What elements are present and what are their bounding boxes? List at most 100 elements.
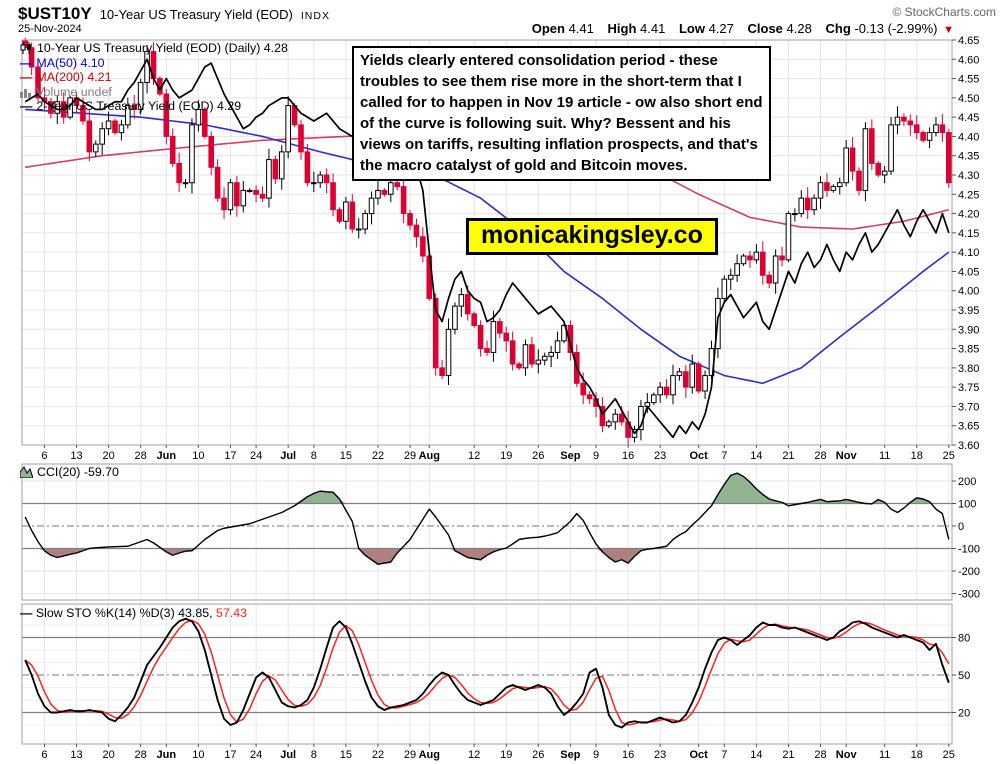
candle-body (740, 255, 747, 265)
ma200-swatch: — (20, 70, 33, 85)
candle-body (189, 124, 195, 184)
legend-row-ma200[interactable]: — MA(200) 4.21 (20, 70, 288, 85)
legend-row-ma50[interactable]: — MA(50) 4.10 (20, 56, 288, 71)
x-tick-label: 12 (468, 450, 480, 462)
y-tick-label: 3.90 (958, 324, 979, 336)
volume-bars-icon (20, 88, 31, 98)
y-tick-label: 4.15 (958, 228, 979, 240)
x-tick-label: Jul (280, 450, 296, 462)
x-tick-label: 17 (224, 749, 236, 761)
y-tick-label: 4.45 (958, 112, 979, 124)
candle-body (811, 197, 817, 211)
candle-body (323, 174, 330, 184)
y-tick-label: 4.30 (958, 170, 979, 182)
x-tick-label: 10 (192, 749, 204, 761)
candle-body (80, 105, 86, 122)
low-label: Low (678, 21, 705, 36)
cci-legend[interactable]: CCI(20) -59.70 (20, 465, 119, 479)
sto-k-line (24, 617, 950, 729)
candle-body (862, 128, 869, 191)
x-tick-label: 22 (372, 749, 384, 761)
candle-body (695, 363, 702, 392)
candle-body (869, 128, 875, 164)
x-tick-label: 29 (404, 749, 416, 761)
candle-body (118, 124, 125, 134)
high-value: 4.41 (640, 21, 666, 36)
symbol: $UST10Y (18, 4, 92, 23)
chg-value: -0.13 (-2.99%) (854, 21, 938, 36)
legend-ma200-label: MA(200) 4.21 (36, 70, 112, 85)
candle-body (413, 224, 420, 238)
candle-body (458, 294, 465, 307)
x-tick-label: 16 (622, 450, 634, 462)
x-tick-label: 22 (372, 450, 384, 462)
candle-body (913, 124, 920, 134)
y-tick-label: 3.65 (958, 421, 979, 433)
legend-row-price[interactable]: 10-Year US Treasury Yield (EOD) (Daily) … (20, 41, 288, 56)
annotation-box[interactable]: Yields clearly entered consolidation per… (352, 46, 771, 181)
candle-body (131, 105, 138, 110)
x-tick-label: 24 (250, 749, 262, 761)
candle-body (169, 135, 176, 164)
candle-body (432, 297, 439, 369)
legend-row-2yr[interactable]: — 2-Year US Treasury Yield (EOD) 4.29 (20, 99, 288, 114)
candle-body (836, 182, 843, 188)
x-tick-label: 13 (70, 749, 82, 761)
ma50-swatch: — (20, 55, 33, 70)
candle-body (304, 151, 311, 184)
candle-body (266, 159, 272, 199)
candle-body (381, 189, 388, 195)
candle-body (407, 213, 413, 226)
sto-legend[interactable]: — Slow STO %K(14) %D(3) 43.85, 57.43 (20, 606, 247, 620)
candle-body (509, 340, 516, 365)
candle-body (105, 120, 112, 130)
candle-body (343, 201, 349, 222)
y-tick-label: 100 (958, 499, 976, 511)
candle-body (471, 313, 477, 326)
candle-body (548, 351, 554, 357)
y-tick-label: 4.60 (958, 54, 979, 66)
x-tick-label: 28 (814, 450, 826, 462)
legend-row-volume[interactable]: Volume undef (20, 85, 288, 100)
x-tick-label: 26 (532, 749, 544, 761)
y-tick-label: 4.50 (958, 93, 979, 105)
candle-body (759, 251, 766, 276)
y-tick-label: 4.10 (958, 247, 979, 259)
candle-body (484, 348, 490, 353)
candle-body (779, 255, 785, 261)
x-tick-label: 18 (911, 749, 923, 761)
candle-body (99, 128, 105, 145)
candle-body (227, 182, 234, 211)
exchange-label: INDX (300, 10, 330, 22)
candle-body (137, 81, 144, 110)
candle-body (618, 413, 625, 423)
candle-body (195, 108, 202, 126)
candle-body (945, 132, 952, 184)
x-tick-label: 11 (879, 749, 890, 761)
cci-fill-above (25, 473, 949, 504)
candlestick-icon (20, 42, 31, 55)
y-tick-label: 3.85 (958, 344, 979, 356)
y-tick-label: 4.40 (958, 131, 979, 143)
two-year-swatch: — (20, 99, 33, 114)
candle-body (529, 344, 535, 365)
x-tick-label: Jul (280, 749, 296, 761)
sto-legend-red: 57.43 (216, 606, 248, 620)
x-tick-label: 15 (340, 450, 352, 462)
high-label: High (607, 21, 637, 36)
y-tick-label: 4.25 (958, 189, 979, 201)
candle-body (804, 197, 811, 211)
y-tick-label: 0 (958, 521, 964, 533)
candle-body (920, 132, 926, 141)
annotation-text: Yields clearly entered consolidation per… (360, 52, 763, 174)
y-tick-label: 3.80 (958, 363, 979, 375)
y-tick-label: 3.95 (958, 305, 979, 317)
x-tick-label: 23 (654, 749, 666, 761)
candle-body (234, 182, 240, 207)
candle-body (86, 120, 93, 153)
cci-line (24, 472, 950, 565)
candle-body (208, 135, 215, 168)
candle-body (785, 213, 792, 261)
x-tick-label: Sep (560, 749, 580, 761)
watermark-badge[interactable]: monicakingsley.co (466, 218, 718, 255)
